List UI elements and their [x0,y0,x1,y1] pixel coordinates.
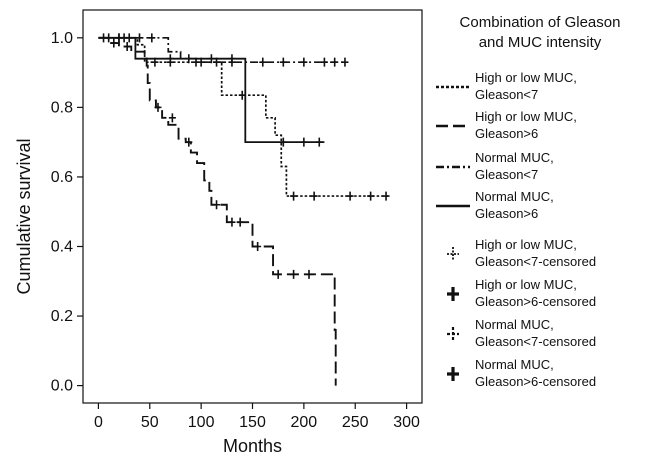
censor-mark [305,269,313,279]
censor-mark [279,137,287,147]
legend-label: Gleason<7 [475,167,538,182]
x-tick-label: 150 [239,414,266,431]
censor-mark [105,33,113,43]
series-line-2 [98,36,337,386]
censor-mark [110,38,118,48]
censor-layer [100,33,390,279]
censor-mark [300,137,308,147]
censor-mark [331,57,339,67]
legend: Combination of Gleason and MUC intensity H… [436,14,620,389]
censor-mark [290,191,298,201]
x-tick-label: 300 [393,414,420,431]
x-tick-label: 50 [141,414,159,431]
legend-label: High or low MUC, [475,109,577,124]
x-tick-label: 100 [188,414,215,431]
legend-label: Normal MUC, [475,317,554,332]
censor-mark [115,33,123,43]
legend-label: Gleason>6 [475,206,538,221]
x-tick-label: 200 [291,414,318,431]
legend-label: Gleason<7-censored [475,334,596,349]
x-tick-label: 0 [94,414,103,431]
censor-mark [320,57,328,67]
censor-mark [207,54,215,64]
y-tick-label: 1.0 [51,30,73,47]
y-axis-label: Cumulative survival [14,138,34,294]
legend-title: and MUC intensity [479,34,602,51]
y-tick-label: 0.2 [51,308,73,325]
legend-censor-marker [447,287,459,301]
censor-mark [290,269,298,279]
censor-mark [228,217,236,227]
plot-area-frame [82,9,423,404]
censor-mark [236,217,244,227]
legend-label: High or low MUC, [475,277,577,292]
legend-label: High or low MUC, [475,237,577,252]
censor-mark [315,137,323,147]
legend-label: Normal MUC, [475,150,554,165]
censor-mark [228,54,236,64]
legend-label: Normal MUC, [475,189,554,204]
series-line-1 [98,36,389,197]
legend-label: High or low MUC, [475,70,577,85]
plot-frame-layer [82,9,423,404]
legend-censor-marker [447,247,459,261]
censor-mark [300,57,308,67]
censor-mark [274,269,282,279]
censor-mark [346,191,354,201]
legend-censor-marker [447,367,459,381]
censor-mark [151,57,159,67]
legend-label: Gleason<7 [475,87,538,102]
censor-mark [382,191,390,201]
censor-mark [166,54,174,64]
x-axis-label: Months [223,436,282,456]
x-tick-label: 250 [342,414,369,431]
censor-mark [259,57,267,67]
legend-censor-marker [447,327,459,341]
censor-mark [213,200,221,210]
y-tick-label: 0.0 [51,378,73,395]
y-tick-label: 0.6 [51,169,73,186]
censor-mark [136,33,143,43]
censor-mark [213,57,221,67]
censor-mark [238,90,246,100]
censor-mark [197,57,205,67]
censor-mark [154,102,162,112]
legend-label: Gleason<7-censored [475,254,596,269]
series-line-4 [98,36,325,144]
censor-mark [310,191,318,201]
censor-mark [123,42,131,52]
series-line-3 [98,36,345,64]
legend-title: Combination of Gleason [460,14,621,31]
censor-mark [185,137,193,147]
legend-label: Normal MUC, [475,357,554,372]
censor-mark [185,54,193,64]
censor-mark [279,57,287,67]
censor-mark [254,241,262,251]
legend-label: Gleason>6 [475,126,538,141]
legend-label: Gleason>6-censored [475,374,596,389]
censor-mark [148,33,156,43]
series-layer [98,36,389,386]
y-tick-label: 0.4 [51,238,73,255]
y-tick-label: 0.8 [51,99,73,116]
tick-layer: 0 50 100 150 200 250 300 0.0 0.2 0.4 0.6 0.8 1.0 [51,30,420,431]
legend-label: Gleason>6-censored [475,294,596,309]
censor-mark [367,191,375,201]
censor-mark [341,57,349,67]
censor-mark [168,113,176,123]
